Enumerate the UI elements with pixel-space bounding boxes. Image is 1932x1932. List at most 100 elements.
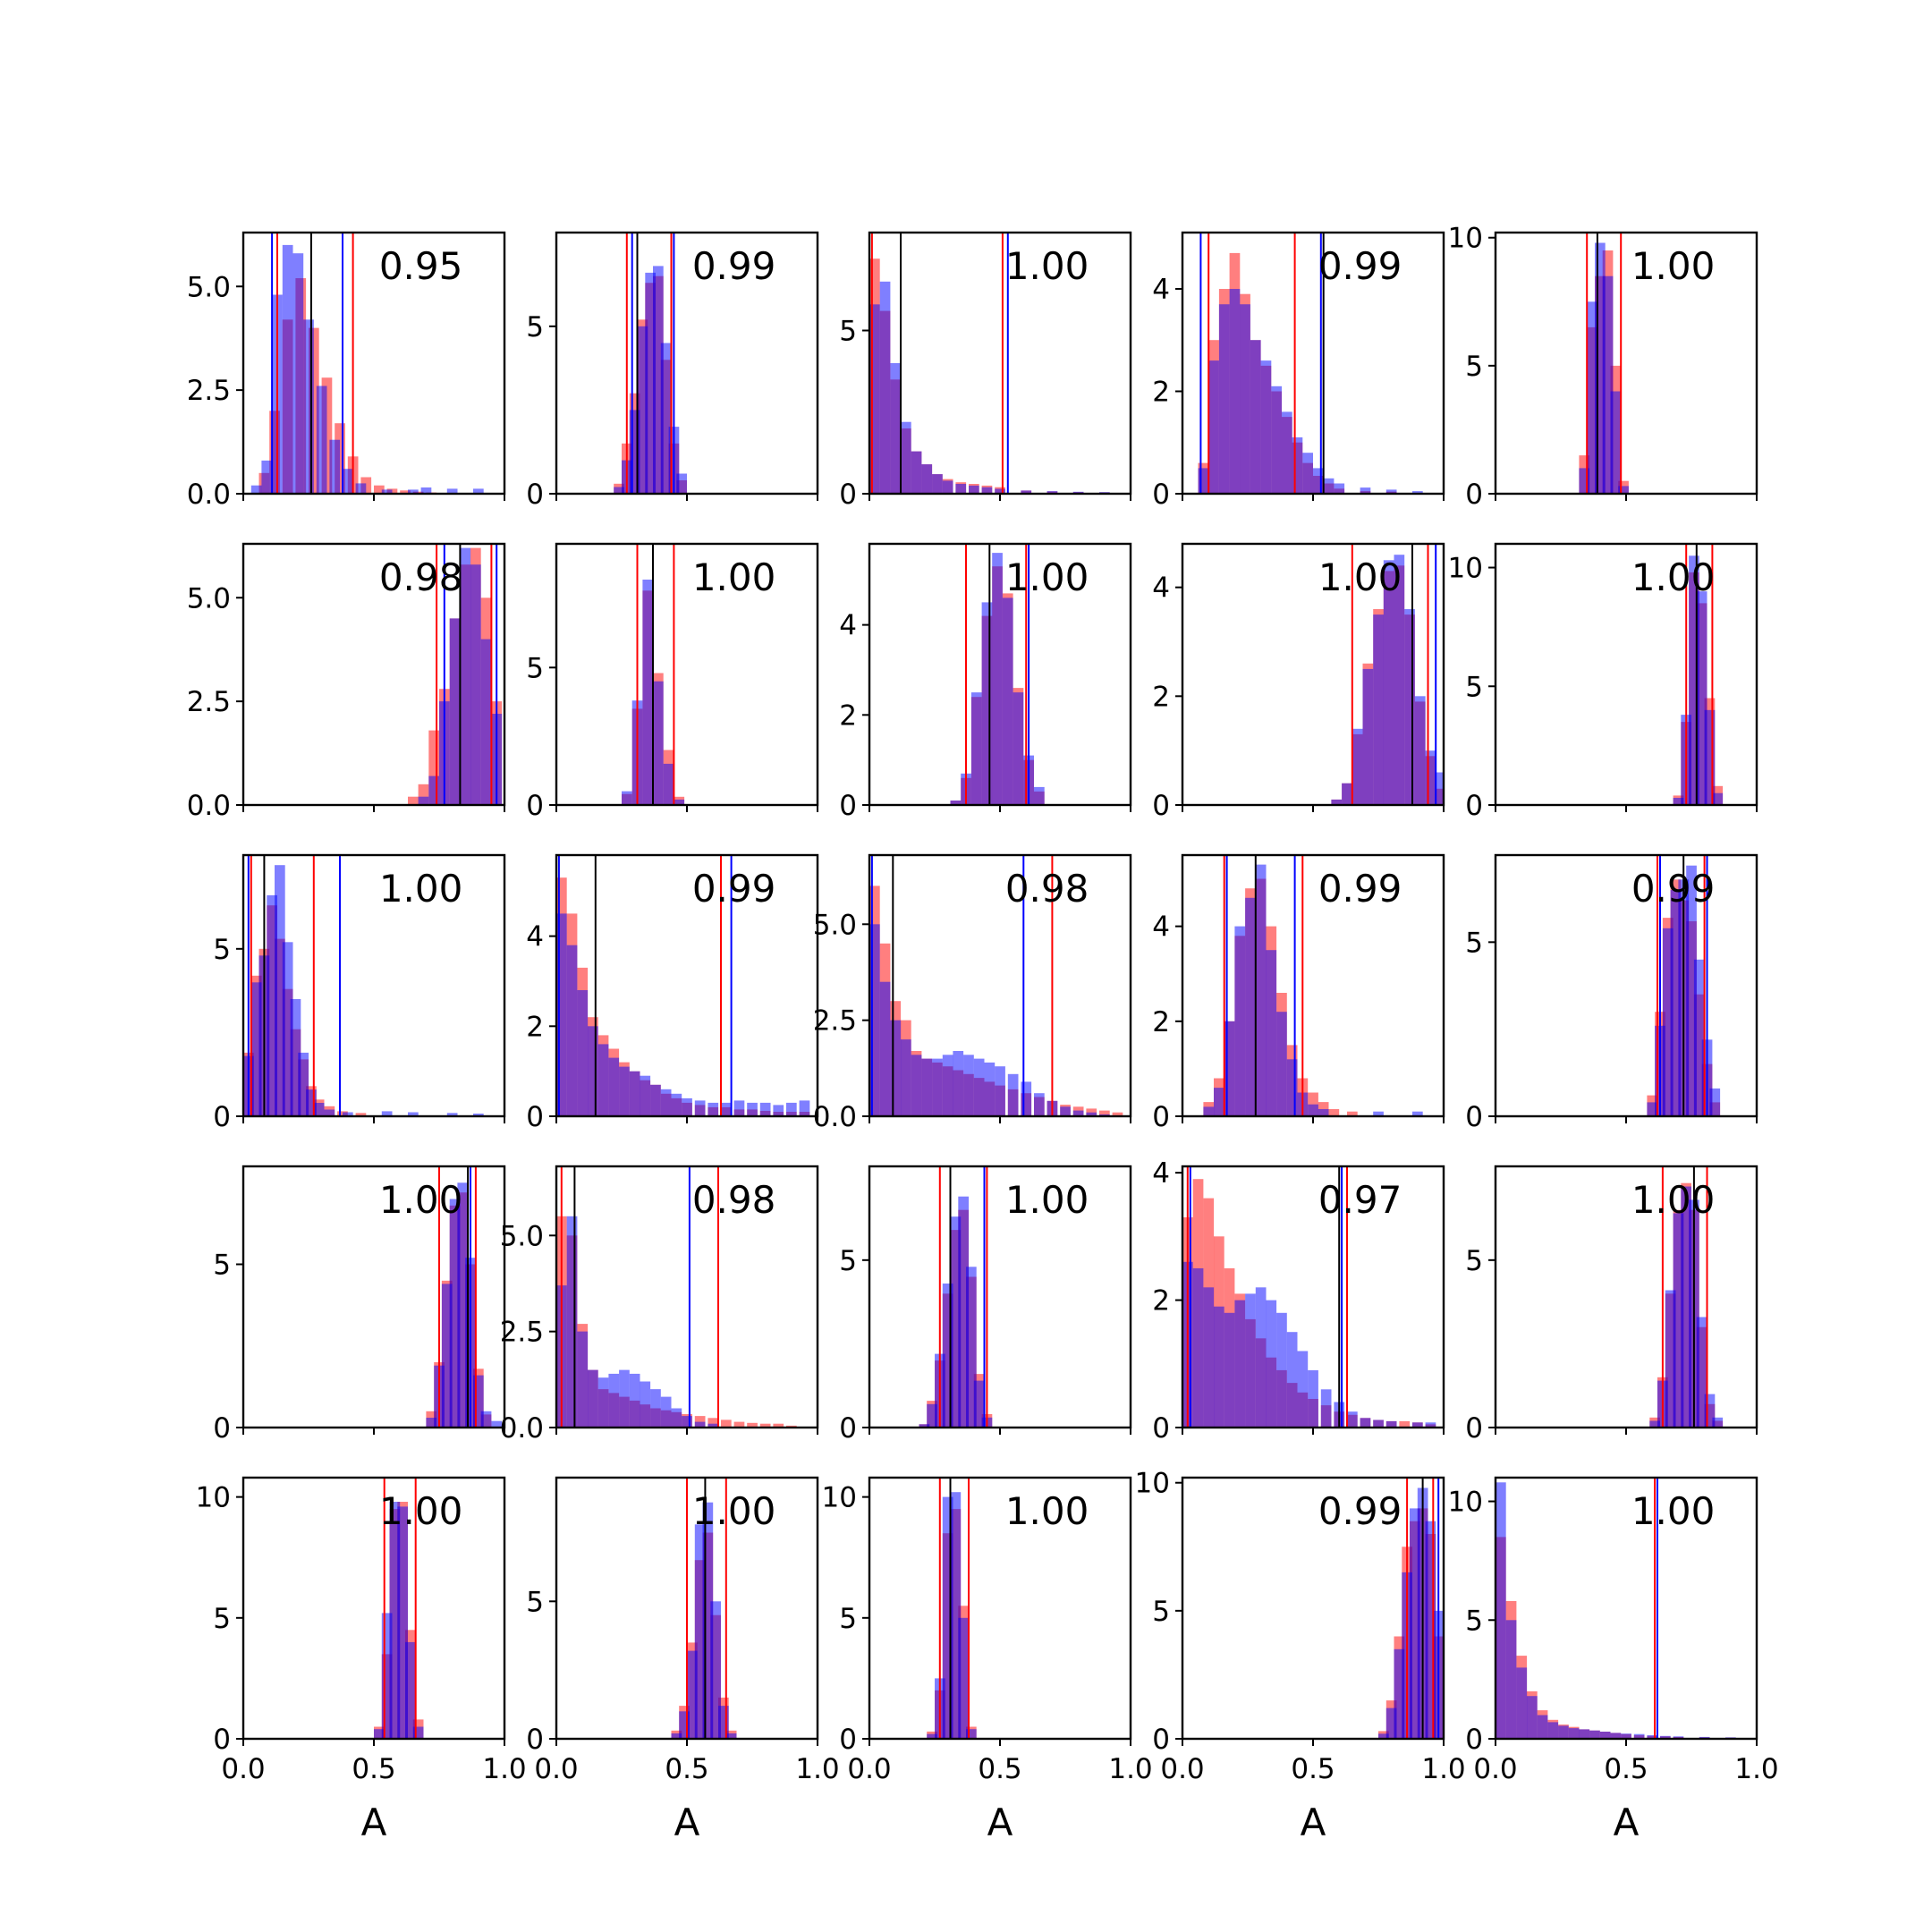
blue-series-bar-13 [1412, 1111, 1423, 1116]
y-tick-label: 4 [526, 921, 544, 953]
blue-series-bar-0 [1579, 468, 1590, 494]
y-tick-label: 5 [839, 1603, 857, 1635]
blue-series-bar-15 [721, 1102, 732, 1116]
y-tick-label: 0 [526, 1101, 544, 1133]
histogram-panel-r1-c0: 0.0 2.5 5.0 0.98 [187, 542, 506, 822]
blue-series-bar-0 [374, 1729, 385, 1739]
y-tick-label: 2 [839, 699, 857, 732]
blue-series-bar-8 [640, 1381, 651, 1428]
blue-series-bar-2 [1662, 928, 1674, 1116]
red-series-bar-11 [400, 490, 411, 494]
blue-series-bar-1 [261, 460, 273, 494]
y-tick-label: 0 [1465, 790, 1483, 822]
blue-series-bar-1 [428, 775, 439, 805]
blue-series-bar-3 [1602, 275, 1614, 494]
blue-series-bar-8 [491, 1420, 503, 1428]
blue-series-bar-7 [973, 1380, 985, 1428]
histogram-panel-r1-c2: 0 2 4 1.00 [839, 542, 1132, 822]
x-axis-label: A [674, 1801, 700, 1844]
blue-series-bar-4 [911, 1055, 922, 1116]
blue-series-bar-7 [1255, 1287, 1267, 1428]
plot-area [250, 233, 484, 494]
blue-series-bar-0 [426, 1418, 437, 1428]
blue-series-bar-14 [708, 1102, 719, 1116]
histogram-panel-r1-c4: 0 5 10 1.00 [1448, 542, 1758, 822]
y-tick-label: 0.0 [813, 1101, 857, 1133]
blue-series-bar-6 [1558, 1725, 1569, 1739]
blue-series-bar-3 [397, 1506, 408, 1739]
blue-series-bar-15 [1034, 1093, 1045, 1116]
axes-frame [1181, 853, 1445, 1118]
blue-series-bar-8 [343, 469, 353, 494]
blue-series-bar-0 [1647, 1102, 1658, 1116]
blue-series-bar-2 [1516, 1667, 1528, 1739]
y-tick-label: 10 [822, 1482, 857, 1514]
blue-series-bar-5 [1618, 486, 1629, 494]
blue-series-bar-0 [1649, 1420, 1660, 1428]
blue-series-bar-2 [1665, 1290, 1676, 1428]
blue-series-bar-1 [927, 1403, 937, 1428]
blue-series-bar-0 [869, 304, 880, 494]
y-tick-label: 0 [526, 1724, 544, 1756]
blue-series-bar-19 [1086, 1112, 1097, 1116]
blue-series-bar-7 [329, 439, 341, 494]
blue-series-bar-9 [1589, 1730, 1600, 1739]
red-series-bar-16 [733, 1421, 745, 1428]
red-series-bar-2 [428, 730, 439, 805]
blue-series-bar-0 [1198, 468, 1209, 494]
y-tick-label: 2 [1152, 1285, 1170, 1318]
blue-series-bar-0 [1673, 798, 1684, 805]
blue-series-bar-10 [981, 487, 993, 494]
x-tick-label: 0.0 [1160, 1753, 1204, 1785]
blue-series-bar-4 [292, 253, 304, 494]
blue-series-bar-12 [995, 1066, 1005, 1116]
blue-series-bar-18 [1072, 1110, 1084, 1116]
blue-series-bar-5 [1383, 560, 1394, 805]
blue-series-bar-1 [1342, 783, 1352, 805]
blue-series-bar-8 [1286, 1059, 1298, 1116]
y-tick-label: 0 [839, 790, 857, 822]
histogram-panel-r0-c4: 0 5 10 1.00 [1448, 223, 1758, 511]
blue-series-bar-15 [1660, 1735, 1671, 1739]
panel-annotation: 1.00 [1318, 555, 1402, 599]
blue-series-bar-11 [1297, 1351, 1309, 1428]
blue-series-bar-11 [671, 1408, 682, 1428]
blue-series-bar-10 [1302, 453, 1313, 494]
blue-series-bar-5 [608, 1057, 620, 1116]
blue-series-bar-4 [645, 272, 656, 494]
y-tick-label: 5 [839, 316, 857, 348]
axes-frame [868, 1476, 1132, 1741]
blue-series-bar-4 [1681, 1186, 1691, 1428]
blue-series-bar-1 [381, 1613, 393, 1739]
panel-annotation: 0.98 [1005, 867, 1089, 911]
blue-series-bar-6 [1696, 1317, 1707, 1428]
blue-series-bar-5 [1686, 865, 1697, 1116]
blue-series-bar-4 [1537, 1715, 1548, 1739]
blue-series-bar-3 [653, 681, 664, 805]
blue-series-bar-0 [1378, 1733, 1389, 1739]
histogram-panel-r2-c4: 050.99 [1465, 853, 1758, 1133]
blue-series-bar-2 [1224, 1021, 1235, 1116]
blue-series-bar-9 [1276, 1312, 1287, 1428]
blue-series-bar-8 [955, 484, 967, 494]
blue-series-bar-4 [1704, 709, 1716, 805]
blue-series-bar-2 [942, 1496, 953, 1739]
plot-area [1579, 233, 1629, 494]
blue-series-bar-16 [1360, 1418, 1371, 1428]
blue-series-bar-6 [619, 1369, 630, 1428]
blue-series-bar-5 [1712, 792, 1724, 805]
x-tick-label: 0.5 [978, 1753, 1021, 1785]
plot-area [1649, 1166, 1724, 1428]
y-tick-label: 2 [1152, 1006, 1170, 1038]
blue-series-bar-7 [298, 1052, 309, 1116]
plot-area [1673, 544, 1724, 805]
histogram-panel-r4-c3: 0 5 10 0.0 0.5 1.0 A 0.99 [1135, 1468, 1466, 1844]
blue-series-bar-15 [1385, 489, 1397, 494]
y-tick-label: 5 [213, 934, 231, 966]
panel-annotation: 1.00 [1005, 244, 1089, 288]
y-tick-label: 5 [1465, 1605, 1483, 1637]
blue-series-bar-2 [1689, 555, 1699, 805]
histogram-panel-r4-c2: 0 5 10 0.0 0.5 1.0 A 1.00 [822, 1476, 1153, 1844]
blue-series-bar-9 [313, 1103, 325, 1116]
